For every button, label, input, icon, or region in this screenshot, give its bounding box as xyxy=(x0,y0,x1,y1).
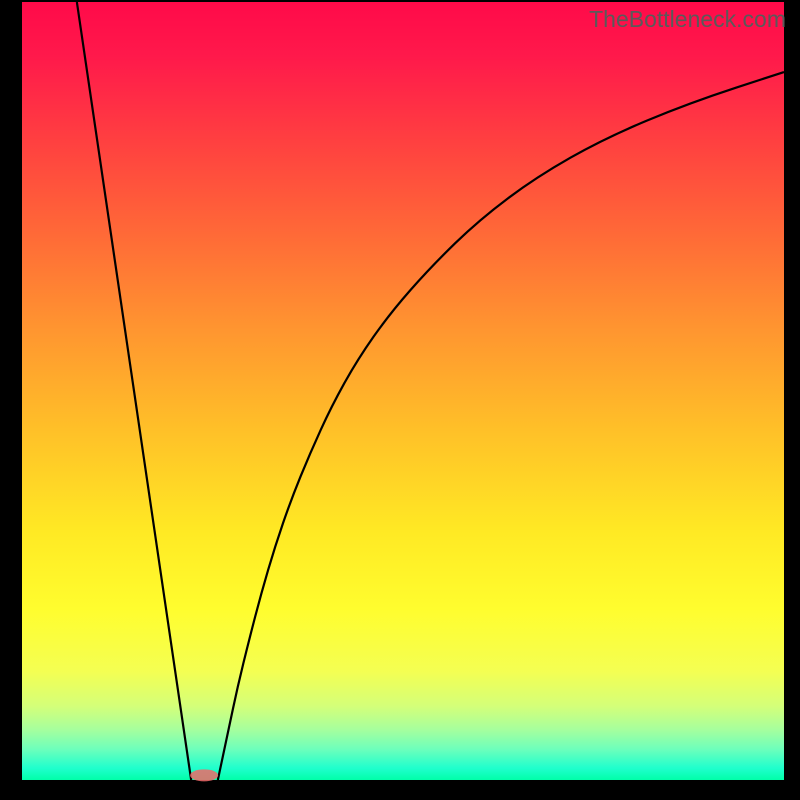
bottleneck-curve xyxy=(22,2,784,780)
curve-vertex-marker xyxy=(190,769,218,781)
curve-left-branch xyxy=(77,2,191,780)
curve-right-branch xyxy=(218,72,784,780)
border-right xyxy=(784,0,800,800)
plot-area xyxy=(22,2,784,780)
border-left xyxy=(0,0,22,800)
watermark-text: TheBottleneck.com xyxy=(589,6,786,33)
border-bottom xyxy=(0,780,800,800)
chart-frame: TheBottleneck.com xyxy=(0,0,800,800)
